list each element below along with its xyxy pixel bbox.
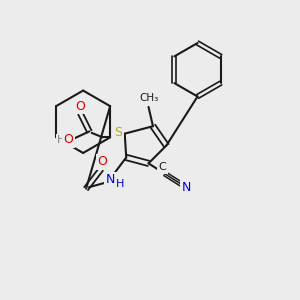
Text: O: O [64, 133, 74, 146]
Text: O: O [76, 100, 85, 113]
Text: H: H [116, 179, 124, 189]
Text: O: O [98, 155, 107, 168]
Text: CH₃: CH₃ [139, 93, 158, 103]
Text: H: H [57, 135, 65, 145]
Text: S: S [114, 126, 122, 139]
Text: C: C [159, 162, 167, 172]
Text: N: N [106, 173, 115, 186]
Text: N: N [182, 181, 191, 194]
